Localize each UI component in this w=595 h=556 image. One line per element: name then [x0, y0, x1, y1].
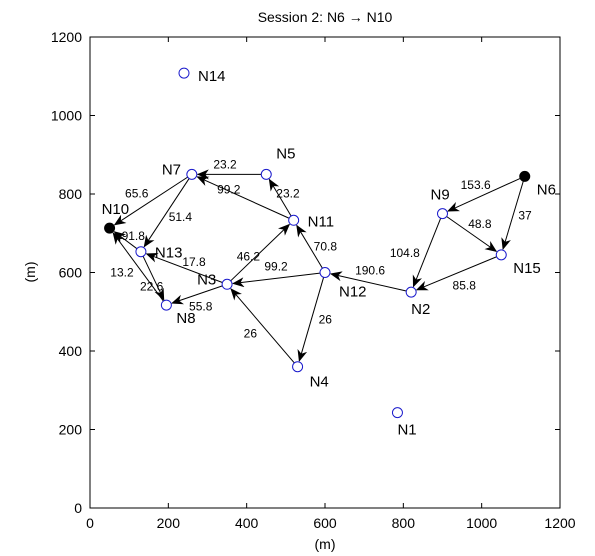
node-N12 [319, 267, 331, 278]
node-N11 [288, 214, 300, 226]
node-N15 [495, 249, 507, 261]
node-label-N8: N8 [176, 310, 195, 327]
edge-N12-N11 [296, 224, 323, 269]
edge-label: 190.6 [355, 263, 385, 277]
node-label-N5: N5 [276, 145, 295, 162]
y-tick-label: 0 [74, 500, 82, 516]
edge-label: 51.4 [169, 210, 193, 224]
node-label-N13: N13 [155, 245, 183, 262]
node-labels-layer: N1 N2 N3 N4 N5 N6 N7 N8 N9 N10 N11 N12 N13 N14 N15 [102, 68, 556, 439]
edge-label: 46.2 [237, 249, 261, 263]
edge-N7-N10 [113, 176, 188, 226]
edge-label: 23.2 [213, 157, 237, 171]
x-tick-label: 1200 [544, 515, 575, 531]
edge-N9-N2 [412, 218, 442, 288]
node-N13 [135, 246, 147, 258]
edge-N13-N8 [142, 255, 165, 301]
edge-label: 23.2 [276, 186, 300, 200]
node-label-N2: N2 [411, 301, 430, 318]
node-label-N12: N12 [339, 284, 367, 301]
x-axis-label: (m) [315, 536, 336, 552]
edge-label: 48.8 [468, 217, 492, 231]
edge-N6-N15 [501, 180, 524, 251]
edges-layer [112, 169, 524, 364]
node-N8 [160, 299, 172, 311]
x-tick-label: 200 [157, 515, 181, 531]
node-N5 [260, 168, 272, 180]
edge-label: 55.8 [189, 300, 213, 314]
edge-label: 99.2 [217, 182, 241, 196]
edge-N6-N9 [447, 177, 521, 212]
edge-label: 37 [518, 209, 532, 223]
nodes-layer [104, 67, 531, 419]
edge-label: 85.8 [453, 278, 477, 292]
node-label-N4: N4 [310, 374, 329, 391]
edge-label: 65.6 [125, 186, 149, 200]
edge-N4-N3 [230, 288, 295, 364]
y-tick-label: 1000 [51, 108, 82, 124]
edge-label: 99.2 [264, 259, 288, 273]
edge-N8-N10 [112, 232, 164, 302]
node-label-N10: N10 [102, 201, 130, 218]
node-N4 [292, 361, 304, 373]
node-label-N6: N6 [537, 181, 556, 198]
edge-N9-N15 [446, 216, 498, 252]
edge-label: 91.8 [122, 229, 146, 243]
node-N10 [104, 222, 116, 234]
x-axis: 0 200 400 600 800 1000 1200 [86, 37, 576, 531]
edge-label: 104.8 [390, 246, 420, 260]
y-tick-label: 800 [59, 186, 83, 202]
node-label-N15: N15 [513, 260, 541, 277]
x-tick-label: 800 [392, 515, 416, 531]
node-N9 [437, 208, 448, 220]
edge-label: 13.2 [110, 266, 134, 280]
y-tick-label: 400 [59, 343, 83, 359]
edge-N3-N11 [230, 223, 291, 282]
y-axis-label: (m) [22, 262, 38, 283]
edge-label: 26 [244, 326, 258, 340]
edge-label: 17.8 [182, 255, 206, 269]
node-N2 [405, 286, 417, 298]
edge-label: 153.6 [461, 178, 491, 192]
edge-N11-N5 [268, 178, 292, 217]
edge-N7-N13 [143, 178, 190, 248]
node-label-N1: N1 [397, 422, 416, 439]
node-label-N7: N7 [162, 161, 181, 178]
edge-label: 70.8 [314, 239, 338, 253]
node-label-N9: N9 [431, 187, 450, 204]
node-N7 [186, 168, 198, 180]
edge-label: 26 [319, 313, 333, 327]
edge-N3-N8 [171, 285, 223, 305]
y-tick-label: 600 [59, 265, 83, 281]
node-N1 [391, 407, 403, 419]
x-tick-label: 0 [86, 515, 94, 531]
y-axis: 0 200 400 600 800 1000 1200 [51, 29, 560, 516]
edge-labels-layer: 153.6 37 48.8 104.8 85.8 190.6 70.8 99.2 26 26 46.… [110, 157, 532, 340]
node-label-N3: N3 [197, 271, 216, 288]
node-N3 [221, 278, 233, 290]
node-label-N11: N11 [308, 213, 334, 230]
x-tick-label: 600 [313, 515, 337, 531]
edge-N2-N12 [329, 271, 407, 292]
x-tick-label: 1000 [466, 515, 497, 531]
y-tick-label: 1200 [51, 29, 82, 45]
edge-label: 22.6 [140, 279, 164, 293]
edge-N3-N13 [145, 253, 223, 283]
y-tick-label: 200 [59, 422, 83, 438]
x-tick-label: 400 [235, 515, 259, 531]
node-N14 [178, 67, 190, 79]
node-N6 [519, 170, 531, 182]
edge-N15-N2 [415, 256, 497, 291]
edge-N11-N7 [196, 176, 290, 219]
edge-N12-N3 [232, 272, 321, 288]
chart-title: Session 2: N6 → N10 [258, 9, 393, 25]
edge-N12-N4 [297, 277, 325, 362]
node-label-N14: N14 [198, 68, 226, 85]
